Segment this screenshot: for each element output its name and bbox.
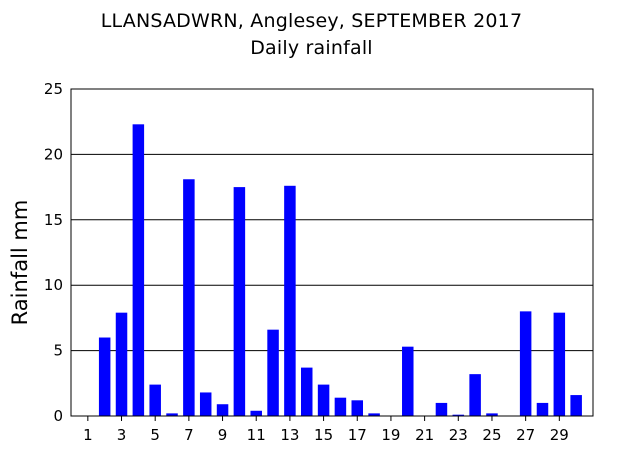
bar-day-13 bbox=[284, 185, 296, 416]
bar-day-24 bbox=[469, 374, 481, 416]
bar-day-28 bbox=[536, 402, 549, 416]
x-tick-label: 25 bbox=[482, 426, 501, 444]
bar-day-6 bbox=[166, 413, 178, 416]
bar-day-4 bbox=[132, 124, 145, 416]
x-tick-label: 15 bbox=[314, 426, 333, 444]
x-tick-label: 13 bbox=[280, 426, 299, 444]
y-tick-label: 20 bbox=[44, 145, 63, 163]
x-tick-label: 21 bbox=[415, 426, 434, 444]
y-tick-label: 5 bbox=[53, 342, 63, 360]
gridlines bbox=[71, 153, 593, 352]
bar-day-5 bbox=[149, 384, 161, 416]
y-axis-ticks: 0 5 10 15 20 25 bbox=[44, 80, 63, 425]
x-tick-label: 19 bbox=[381, 426, 400, 444]
x-tick-label: 1 bbox=[83, 426, 93, 444]
bar-day-16 bbox=[334, 397, 347, 416]
bar-day-3 bbox=[115, 312, 128, 416]
y-tick-label: 15 bbox=[44, 211, 63, 229]
chart-subtitle: Daily rainfall bbox=[250, 37, 373, 59]
y-axis-label: Rainfall mm bbox=[8, 200, 32, 326]
x-tick-label: 29 bbox=[550, 426, 569, 444]
plot-area bbox=[70, 88, 594, 417]
x-tick-label: 27 bbox=[516, 426, 535, 444]
x-tick-label: 9 bbox=[218, 426, 228, 444]
x-tick-label: 17 bbox=[348, 426, 367, 444]
bar-day-14 bbox=[300, 367, 313, 416]
bar-day-8 bbox=[199, 392, 212, 416]
bar-day-17 bbox=[351, 400, 364, 416]
y-tick-label: 25 bbox=[44, 80, 63, 98]
x-tick-label: 11 bbox=[247, 426, 266, 444]
x-tick-label: 23 bbox=[449, 426, 468, 444]
bar-day-30 bbox=[570, 395, 582, 416]
bar-day-29 bbox=[553, 312, 566, 416]
bar-day-23 bbox=[452, 414, 465, 416]
bar-day-7 bbox=[183, 179, 195, 416]
bar-day-25 bbox=[486, 413, 498, 416]
bar-day-9 bbox=[216, 404, 229, 416]
y-tick-label: 10 bbox=[44, 276, 63, 294]
bar-day-12 bbox=[267, 329, 279, 416]
x-tick-label: 3 bbox=[117, 426, 127, 444]
y-tick-label: 0 bbox=[53, 407, 63, 425]
bar-day-11 bbox=[250, 410, 262, 416]
x-axis-ticks: 1 3 5 7 9 11 13 15 17 19 21 23 25 27 29 bbox=[83, 416, 569, 444]
bar-day-10 bbox=[233, 187, 246, 416]
bar-day-20 bbox=[402, 346, 414, 416]
bar-day-15 bbox=[317, 384, 330, 416]
x-tick-label: 7 bbox=[184, 426, 194, 444]
chart-title: LLANSADWRN, Anglesey, SEPTEMBER 2017 bbox=[100, 10, 523, 32]
x-tick-label: 5 bbox=[150, 426, 160, 444]
bars bbox=[98, 124, 582, 416]
bar-day-22 bbox=[435, 402, 448, 416]
bar-day-18 bbox=[368, 413, 380, 416]
bar-day-2 bbox=[98, 337, 111, 416]
bar-day-27 bbox=[519, 311, 532, 416]
